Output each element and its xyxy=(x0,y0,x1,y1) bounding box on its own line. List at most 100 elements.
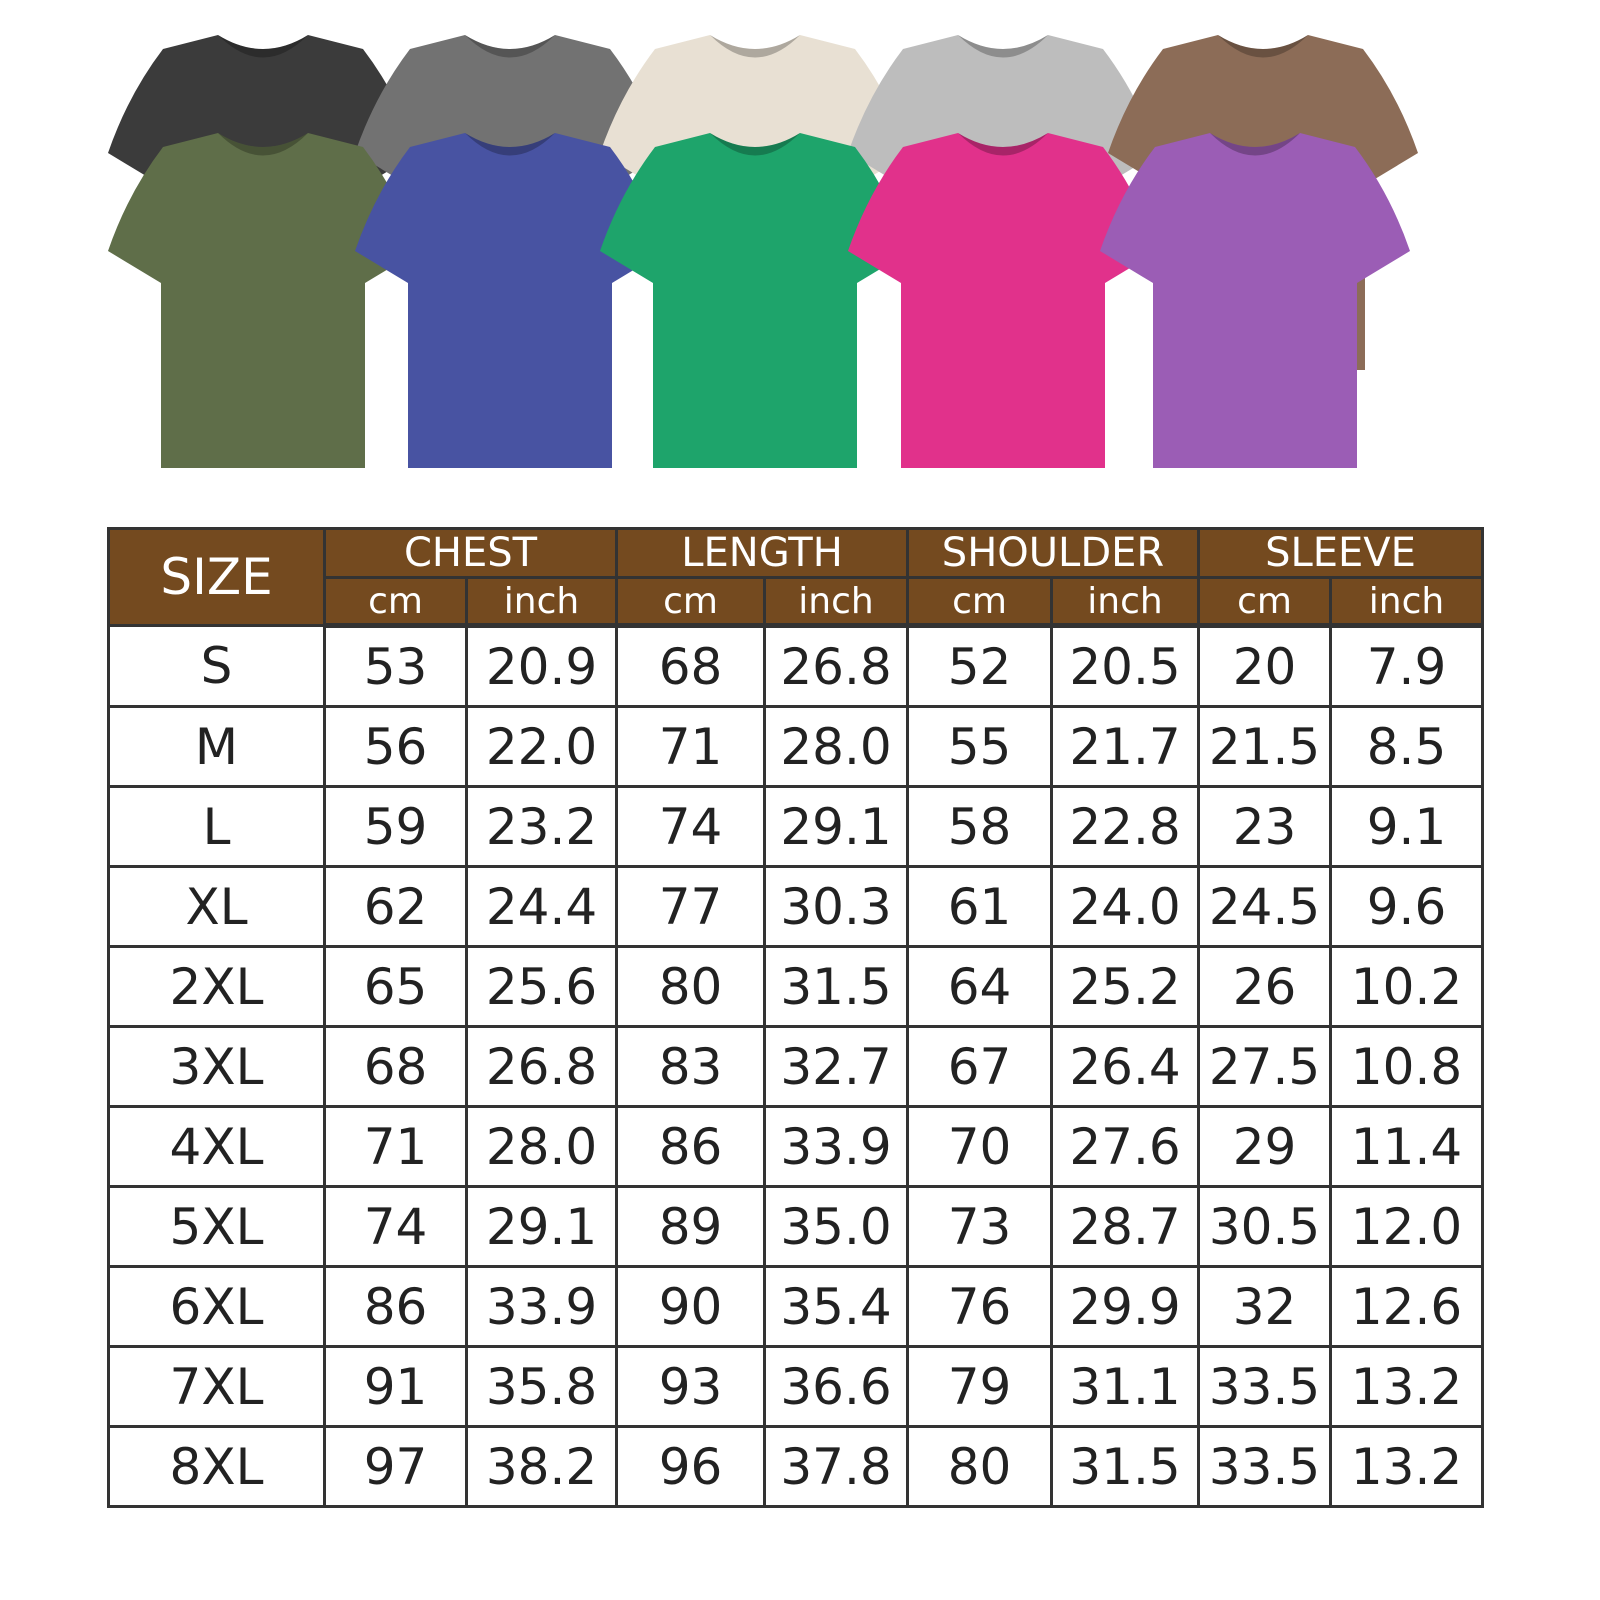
measurement-cell: 27.5 xyxy=(1197,1025,1332,1108)
measurement-cell: 53 xyxy=(323,624,468,708)
table-row: 4XL 71 28.0 86 33.9 70 27.6 29 11.4 xyxy=(107,1105,1484,1188)
size-cell: XL xyxy=(107,865,326,948)
table-row: 6XL 86 33.9 90 35.4 76 29.9 32 12.6 xyxy=(107,1265,1484,1348)
measurement-cell: 61 xyxy=(906,865,1053,948)
unit-cm: cm xyxy=(323,576,468,628)
measurement-cell: 33.5 xyxy=(1197,1345,1332,1428)
table-row: 3XL 68 26.8 83 32.7 67 26.4 27.5 10.8 xyxy=(107,1025,1484,1108)
measurement-cell: 56 xyxy=(323,705,468,788)
measurement-cell: 62 xyxy=(323,865,468,948)
measurement-cell: 24.5 xyxy=(1197,865,1332,948)
measurement-cell: 37.8 xyxy=(763,1425,909,1508)
measurement-cell: 13.2 xyxy=(1329,1425,1484,1508)
measurement-cell: 36.6 xyxy=(763,1345,909,1428)
measurement-cell: 38.2 xyxy=(465,1425,618,1508)
measurement-cell: 20.5 xyxy=(1050,624,1200,708)
measurement-cell: 13.2 xyxy=(1329,1345,1484,1428)
measurement-cell: 77 xyxy=(615,865,766,948)
tshirt-color-options xyxy=(108,35,1418,468)
measurement-cell: 29 xyxy=(1197,1105,1332,1188)
measurement-cell: 10.2 xyxy=(1329,945,1484,1028)
table-row: 2XL 65 25.6 80 31.5 64 25.2 26 10.2 xyxy=(107,945,1484,1028)
tshirt-front xyxy=(600,133,910,468)
measurement-cell: 76 xyxy=(906,1265,1053,1348)
size-chart-table: SIZE CHEST LENGTH SHOULDER SLEEVE cm inch… xyxy=(107,527,1484,1508)
measurement-cell: 86 xyxy=(615,1105,766,1188)
measurement-cell: 24.4 xyxy=(465,865,618,948)
measurement-cell: 29.1 xyxy=(763,785,909,868)
unit-inch: inch xyxy=(465,576,618,628)
measurement-cell: 79 xyxy=(906,1345,1053,1428)
measurement-cell: 8.5 xyxy=(1329,705,1484,788)
measurement-cell: 28.0 xyxy=(763,705,909,788)
measurement-cell: 26.8 xyxy=(465,1025,618,1108)
unit-cm: cm xyxy=(615,576,766,628)
measurement-cell: 33.9 xyxy=(763,1105,909,1188)
tshirt-front xyxy=(848,133,1158,468)
measurement-cell: 7.9 xyxy=(1329,624,1484,708)
measurement-cell: 80 xyxy=(906,1425,1053,1508)
measurement-cell: 29.9 xyxy=(1050,1265,1200,1348)
measurement-cell: 26 xyxy=(1197,945,1332,1028)
measurement-cell: 12.0 xyxy=(1329,1185,1484,1268)
unit-inch: inch xyxy=(763,576,909,628)
measurement-cell: 31.5 xyxy=(1050,1425,1200,1508)
measurement-cell: 12.6 xyxy=(1329,1265,1484,1348)
measurement-cell: 11.4 xyxy=(1329,1105,1484,1188)
measurement-cell: 31.1 xyxy=(1050,1345,1200,1428)
measurement-cell: 35.0 xyxy=(763,1185,909,1268)
measurement-cell: 71 xyxy=(615,705,766,788)
size-cell: L xyxy=(107,785,326,868)
size-cell: 7XL xyxy=(107,1345,326,1428)
size-cell: 3XL xyxy=(107,1025,326,1108)
measurement-cell: 24.0 xyxy=(1050,865,1200,948)
unit-inch: inch xyxy=(1329,576,1484,628)
measurement-cell: 33.5 xyxy=(1197,1425,1332,1508)
measurement-cell: 27.6 xyxy=(1050,1105,1200,1188)
measurement-cell: 67 xyxy=(906,1025,1053,1108)
size-cell: 4XL xyxy=(107,1105,326,1188)
measurement-cell: 20 xyxy=(1197,624,1332,708)
measurement-cell: 29.1 xyxy=(465,1185,618,1268)
measurement-cell: 32.7 xyxy=(763,1025,909,1108)
measurement-cell: 28.0 xyxy=(465,1105,618,1188)
table-row: 5XL 74 29.1 89 35.0 73 28.7 30.5 12.0 xyxy=(107,1185,1484,1268)
measurement-cell: 30.3 xyxy=(763,865,909,948)
measurement-cell: 73 xyxy=(906,1185,1053,1268)
table-row: S 53 20.9 68 26.8 52 20.5 20 7.9 xyxy=(107,624,1484,708)
size-cell: 5XL xyxy=(107,1185,326,1268)
length-header: LENGTH xyxy=(615,527,909,579)
measurement-cell: 35.8 xyxy=(465,1345,618,1428)
measurement-cell: 55 xyxy=(906,705,1053,788)
measurement-cell: 74 xyxy=(615,785,766,868)
measurement-cell: 65 xyxy=(323,945,468,1028)
table-row: L 59 23.2 74 29.1 58 22.8 23 9.1 xyxy=(107,785,1484,868)
measurement-cell: 26.8 xyxy=(763,624,909,708)
measurement-cell: 96 xyxy=(615,1425,766,1508)
measurement-cell: 90 xyxy=(615,1265,766,1348)
measurement-cell: 32 xyxy=(1197,1265,1332,1348)
table-row: 8XL 97 38.2 96 37.8 80 31.5 33.5 13.2 xyxy=(107,1425,1484,1508)
measurement-cell: 10.8 xyxy=(1329,1025,1484,1108)
measurement-cell: 26.4 xyxy=(1050,1025,1200,1108)
measurement-cell: 23.2 xyxy=(465,785,618,868)
tshirt-front xyxy=(108,133,418,468)
measurement-cell: 33.9 xyxy=(465,1265,618,1348)
size-cell: S xyxy=(107,624,326,708)
size-cell: M xyxy=(107,705,326,788)
measurement-cell: 35.4 xyxy=(763,1265,909,1348)
measurement-cell: 91 xyxy=(323,1345,468,1428)
unit-cm: cm xyxy=(906,576,1053,628)
measurement-cell: 89 xyxy=(615,1185,766,1268)
measurement-cell: 52 xyxy=(906,624,1053,708)
measurement-cell: 71 xyxy=(323,1105,468,1188)
measurement-cell: 68 xyxy=(323,1025,468,1108)
measurement-cell: 31.5 xyxy=(763,945,909,1028)
measurement-cell: 58 xyxy=(906,785,1053,868)
measurement-cell: 68 xyxy=(615,624,766,708)
measurement-cell: 22.0 xyxy=(465,705,618,788)
size-cell: 2XL xyxy=(107,945,326,1028)
measurement-cell: 28.7 xyxy=(1050,1185,1200,1268)
tshirt-front xyxy=(355,133,665,468)
chest-header: CHEST xyxy=(323,527,618,579)
